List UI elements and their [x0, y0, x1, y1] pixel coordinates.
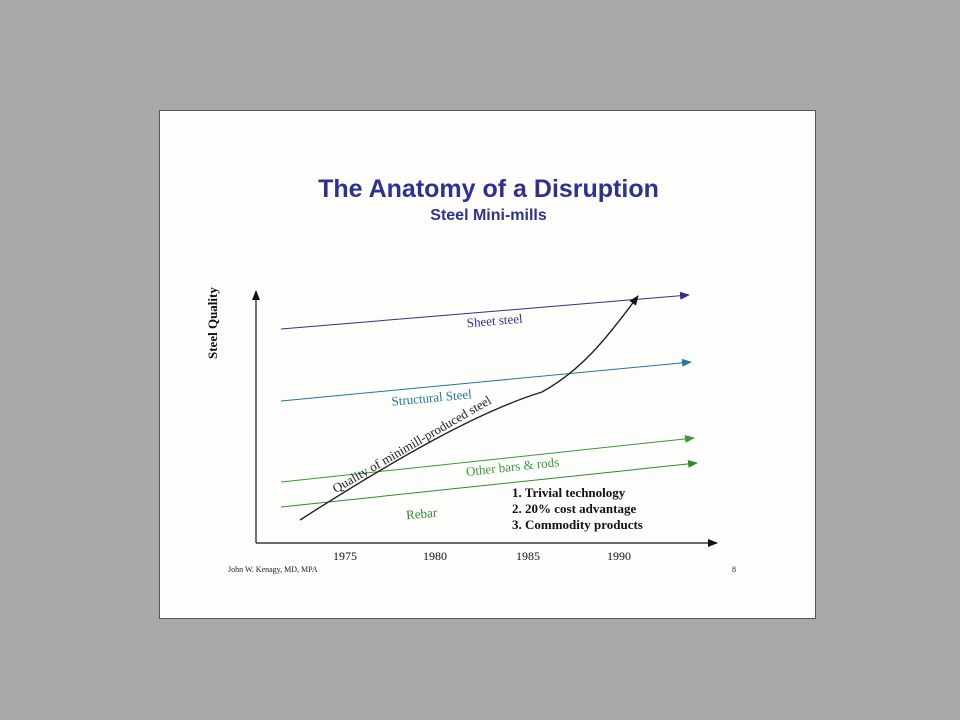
- key-factors-list: 1. Trivial technology 2. 20% cost advant…: [512, 485, 643, 533]
- tier-label-rebar: Rebar: [405, 505, 438, 523]
- author-credit: John W. Kenagy, MD, MPA: [228, 565, 318, 574]
- x-tick-1980: 1980: [423, 549, 447, 563]
- tier-label-sheet-steel: Sheet steel: [466, 311, 523, 331]
- tier-arrow-other-bars: [280, 434, 695, 483]
- trajectory-label: Quality of minimill-produced steel: [330, 392, 494, 496]
- disruption-diagram: Sheet steel Structural Steel Other bars …: [252, 290, 718, 563]
- slide-title: The Anatomy of a Disruption: [318, 175, 659, 203]
- page-number: 8: [732, 565, 736, 574]
- slide: The Anatomy of a Disruption Steel Mini-m…: [159, 110, 816, 619]
- tier-arrow-sheet-steel: [280, 291, 690, 330]
- slide-subtitle: Steel Mini-mills: [430, 207, 547, 224]
- y-axis-title: Steel Quality: [205, 287, 220, 359]
- tier-arrow-rebar: [280, 459, 698, 508]
- key-factor-item: 2. 20% cost advantage: [512, 501, 637, 516]
- key-factor-item: 3. Commodity products: [512, 517, 643, 532]
- x-tick-1985: 1985: [516, 549, 540, 563]
- x-tick-1990: 1990: [607, 549, 631, 563]
- key-factor-item: 1. Trivial technology: [512, 485, 626, 500]
- minimill-trajectory-arrow: [299, 295, 639, 521]
- x-tick-1975: 1975: [333, 549, 357, 563]
- tier-arrow-structural-steel: [280, 358, 692, 402]
